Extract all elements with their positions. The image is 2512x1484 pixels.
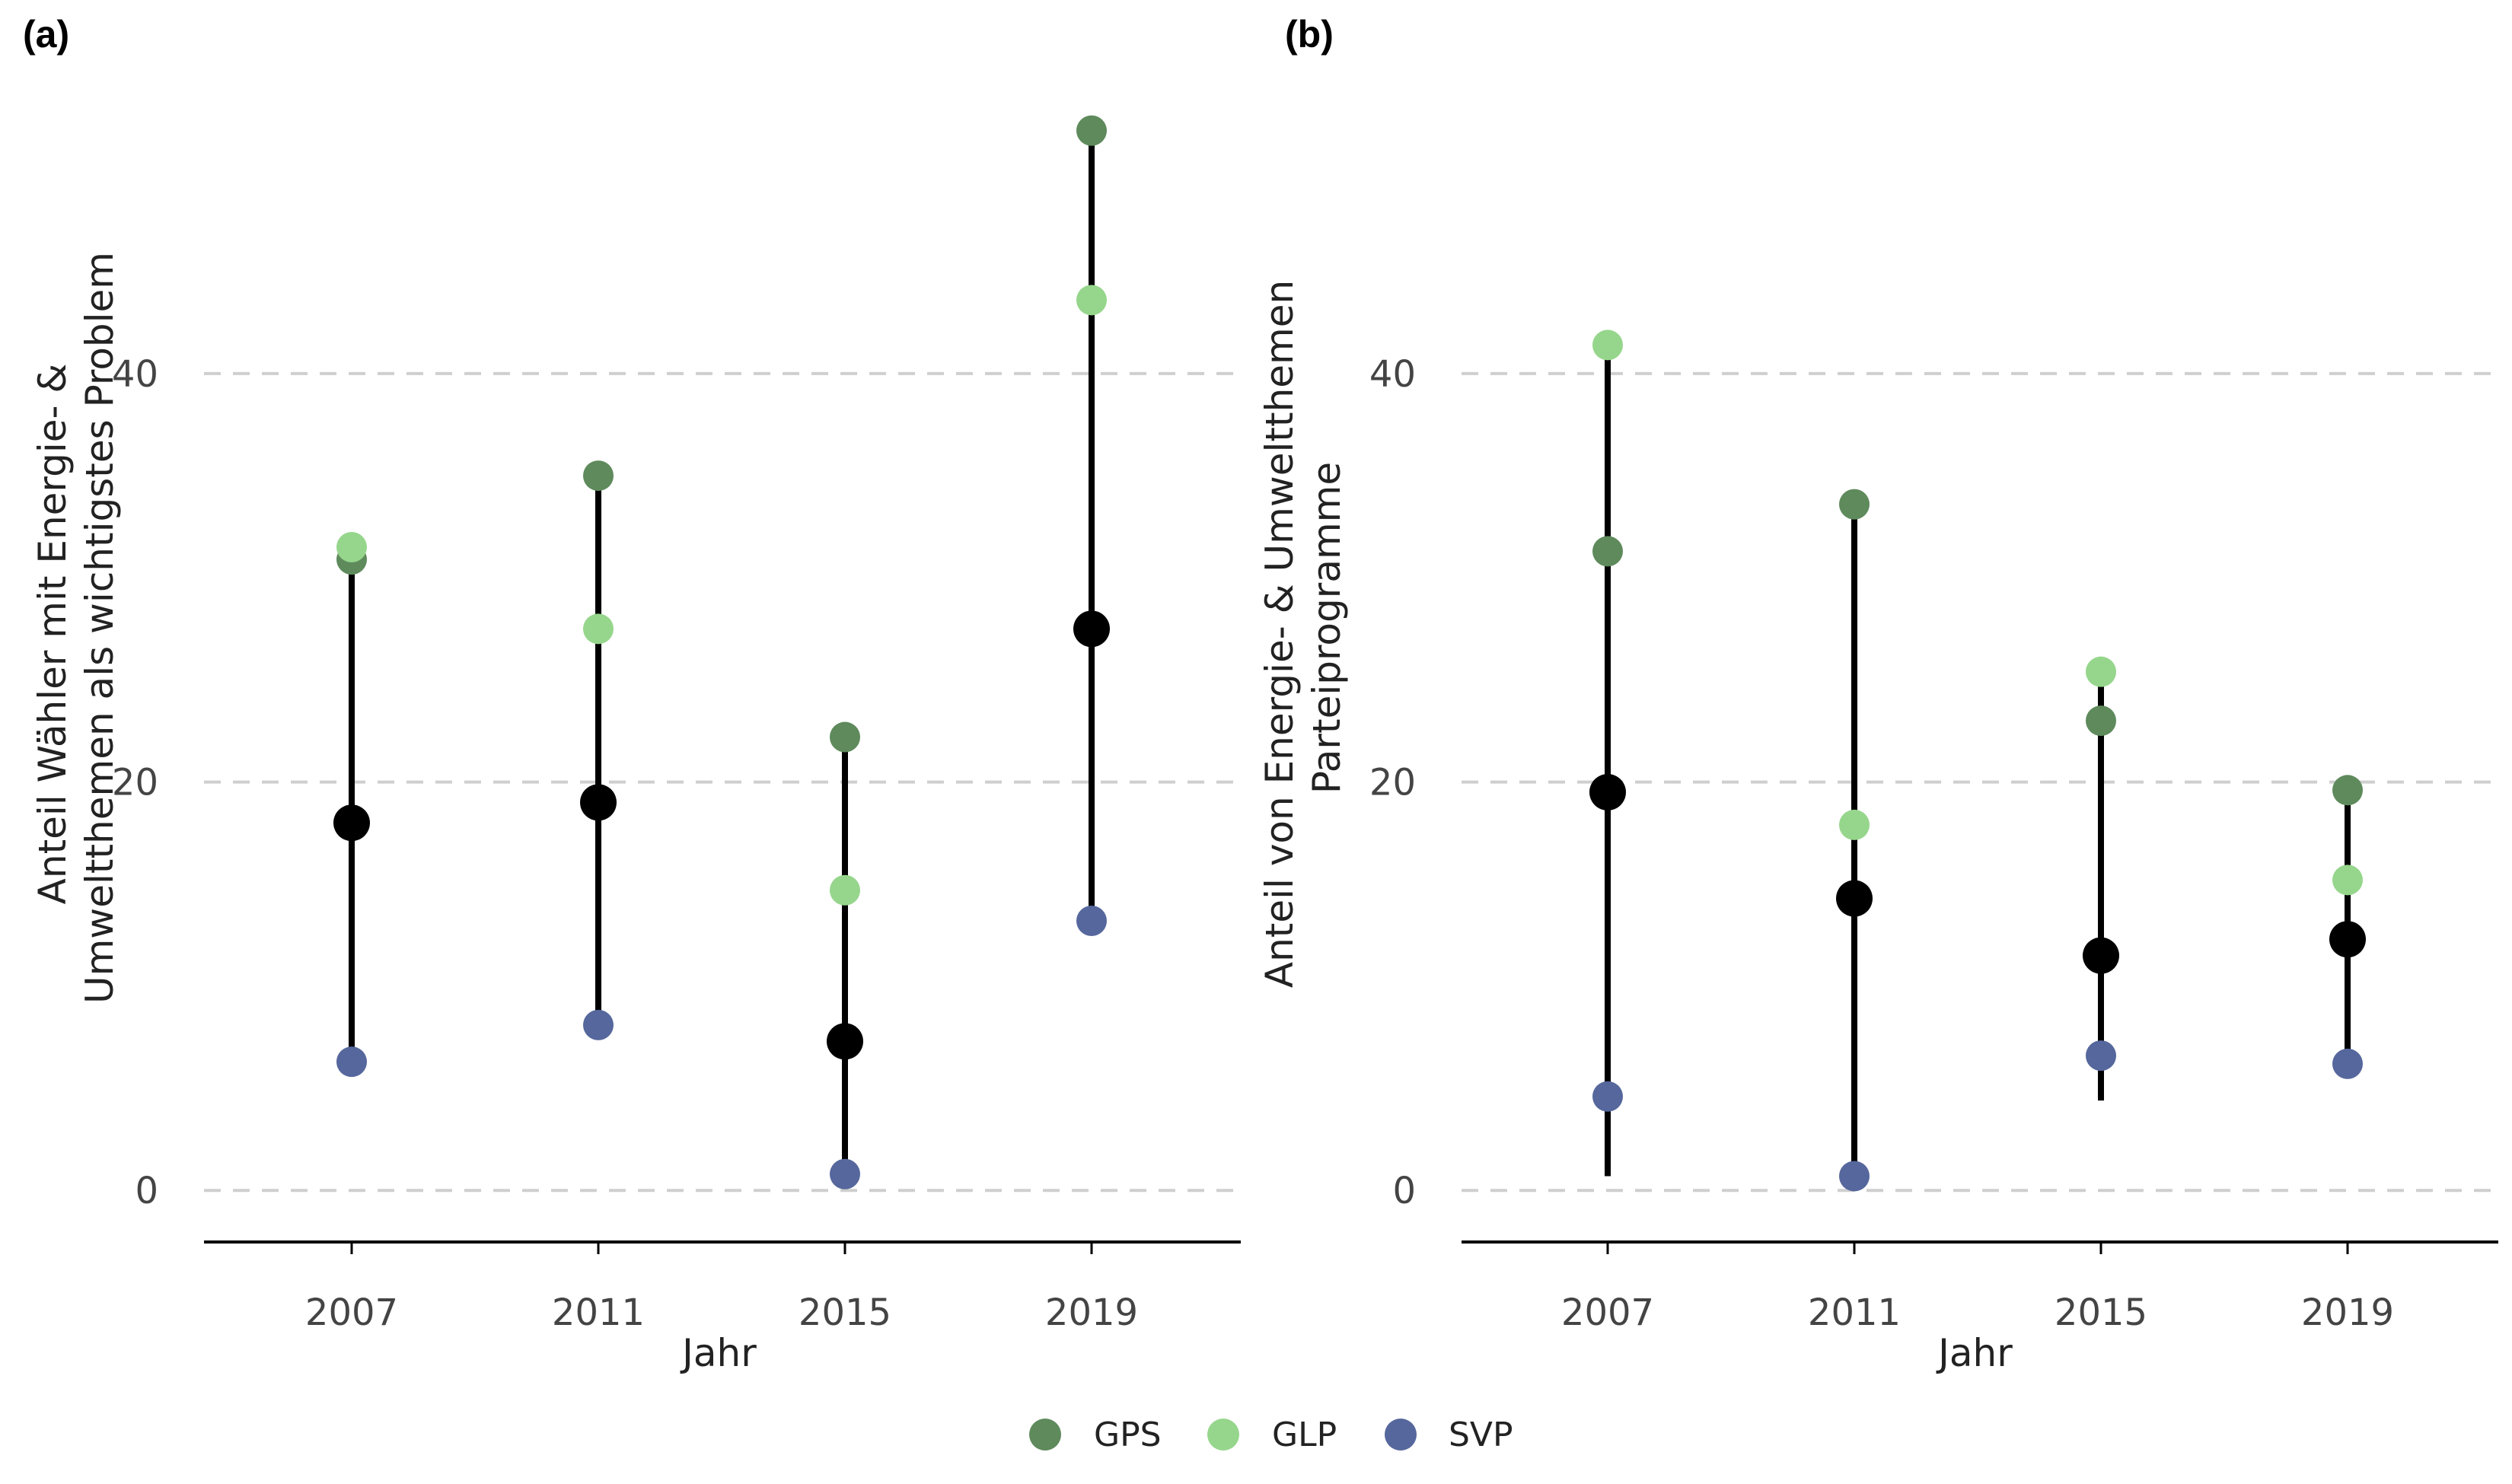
panel-b-x-tick-labels: 2007 2011 2015 2019 xyxy=(1561,1291,2394,1334)
panel-a-point-svp-2019 xyxy=(1076,906,1107,937)
panel-a-point-glp-2019 xyxy=(1076,285,1107,316)
panel-b-point-gps-2011 xyxy=(1839,489,1870,520)
panel-a-point-gps-2019 xyxy=(1076,115,1107,146)
panel-a-y-axis-title-line-2: Umweltthemen als wichtigstes Problem xyxy=(78,252,122,1004)
panel-a: (a) 0 20 40 2007 2011 2015 2019 Jahr Anteil W… xyxy=(23,13,1241,1375)
panel-b-grid xyxy=(1462,371,2498,1254)
panel-a-x-tick-2007: 2007 xyxy=(305,1291,398,1334)
panel-a-marks xyxy=(333,115,1110,1189)
legend-swatch-svp xyxy=(1385,1419,1417,1451)
panel-a-y-axis-title-line-1: Anteil Wähler mit Energie- & xyxy=(30,364,75,905)
panel-a-y-tick-labels: 0 20 40 xyxy=(112,353,158,1212)
panel-b-point-mean-2011 xyxy=(1836,880,1873,917)
panel-b-point-gps-2019 xyxy=(2332,775,2363,806)
panel-a-x-axis-title: Jahr xyxy=(680,1331,757,1375)
panel-b-y-tick-0: 0 xyxy=(1392,1170,1416,1212)
panel-b-point-svp-2007 xyxy=(1592,1081,1623,1112)
panel-a-point-mean-2015 xyxy=(827,1023,863,1060)
panel-a-grid xyxy=(204,371,1241,1254)
legend-label-glp: GLP xyxy=(1272,1416,1337,1454)
panel-a-point-svp-2007 xyxy=(336,1046,367,1078)
panel-b-point-glp-2011 xyxy=(1839,809,1870,840)
legend-swatch-gps xyxy=(1029,1419,1061,1451)
panel-a-point-mean-2011 xyxy=(580,784,617,821)
panel-b-y-axis-title-line-1: Anteil von Energie- & Umweltthemen xyxy=(1258,280,1302,988)
panel-b-point-svp-2011 xyxy=(1839,1161,1870,1192)
legend-item-glp: GLP xyxy=(1207,1416,1337,1454)
panel-b-x-tick-2015: 2015 xyxy=(2055,1291,2147,1334)
panel-b-x-axis-title: Jahr xyxy=(1936,1331,2013,1375)
legend-item-svp: SVP xyxy=(1385,1416,1513,1454)
panel-b-y-tick-40: 40 xyxy=(1369,353,1416,396)
panel-b-y-axis-title-line-2: Parteiprogramme xyxy=(1305,462,1349,794)
panel-a-x-tick-2015: 2015 xyxy=(799,1291,891,1334)
panel-a-y-tick-40: 40 xyxy=(112,353,158,396)
panel-b: (b) 0 20 40 2007 2011 2015 2019 Jahr Anteil v… xyxy=(1258,13,2498,1375)
panel-a-point-gps-2015 xyxy=(830,721,860,753)
panel-b-y-tick-labels: 0 20 40 xyxy=(1369,353,1416,1212)
panel-b-y-axis-title: Anteil von Energie- & Umweltthemen Parte… xyxy=(1258,268,1349,988)
panel-b-x-tick-2019: 2019 xyxy=(2301,1291,2394,1334)
panel-b-x-tick-2007: 2007 xyxy=(1561,1291,1654,1334)
panel-a-x-tick-2011: 2011 xyxy=(552,1291,645,1334)
panel-a-x-tick-2019: 2019 xyxy=(1045,1291,1138,1334)
panel-a-point-glp-2015 xyxy=(830,874,860,906)
panel-b-x-tick-2011: 2011 xyxy=(1808,1291,1901,1334)
panel-b-point-svp-2019 xyxy=(2332,1048,2363,1079)
panel-a-x-tick-labels: 2007 2011 2015 2019 xyxy=(305,1291,1138,1334)
panel-b-y-tick-20: 20 xyxy=(1369,762,1416,804)
legend: GPS GLP SVP xyxy=(1029,1416,1513,1454)
panel-a-y-tick-20: 20 xyxy=(112,762,158,804)
panel-b-point-mean-2015 xyxy=(2083,937,2119,974)
panel-b-point-svp-2015 xyxy=(2086,1040,2116,1072)
legend-label-gps: GPS xyxy=(1094,1416,1162,1454)
panel-b-point-mean-2007 xyxy=(1589,773,1626,810)
legend-label-svp: SVP xyxy=(1449,1416,1513,1454)
panel-b-point-mean-2019 xyxy=(2329,921,2366,958)
panel-b-point-glp-2019 xyxy=(2332,865,2363,896)
panel-b-point-gps-2015 xyxy=(2086,705,2116,737)
panel-b-point-glp-2007 xyxy=(1592,330,1623,361)
panel-b-point-gps-2007 xyxy=(1592,536,1623,567)
panel-a-point-mean-2019 xyxy=(1073,610,1110,648)
panel-a-point-svp-2015 xyxy=(830,1158,860,1189)
panel-b-marks xyxy=(1589,330,2366,1192)
panel-a-y-axis-title: Anteil Wähler mit Energie- & Umwelttheme… xyxy=(30,252,122,1004)
panel-a-point-glp-2011 xyxy=(583,613,614,645)
legend-swatch-glp xyxy=(1207,1419,1239,1451)
panel-a-point-svp-2011 xyxy=(583,1009,614,1040)
panel-a-point-glp-2007 xyxy=(336,531,367,562)
panel-b-point-glp-2015 xyxy=(2086,656,2116,687)
panel-a-point-gps-2011 xyxy=(583,460,614,492)
panel-b-label: (b) xyxy=(1285,13,1334,56)
panel-a-y-tick-0: 0 xyxy=(135,1170,158,1212)
panel-a-label: (a) xyxy=(23,13,69,56)
legend-item-gps: GPS xyxy=(1029,1416,1162,1454)
panel-a-point-mean-2007 xyxy=(333,804,370,842)
